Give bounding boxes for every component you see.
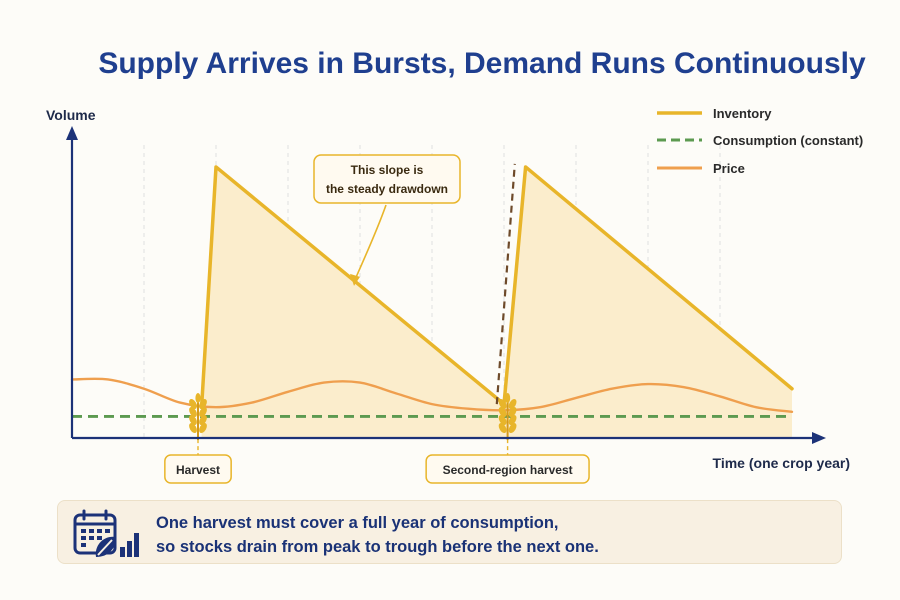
annotation-callout: This slope is the steady drawdown: [313, 154, 461, 286]
y-axis-arrow: [66, 126, 78, 140]
harvest-label: Second-region harvest: [443, 463, 573, 477]
footer-line-2: so stocks drain from peak to trough befo…: [156, 538, 599, 556]
legend: Inventory Consumption (constant) Price: [657, 106, 863, 176]
footer-note: One harvest must cover a full year of co…: [57, 500, 842, 564]
legend-label-inventory: Inventory: [713, 106, 772, 121]
axes: [66, 126, 826, 444]
callout-box: [313, 154, 461, 204]
harvest-label-box: [425, 454, 590, 484]
footer-line-1: One harvest must cover a full year of co…: [156, 514, 559, 532]
callout-line-1: This slope is: [351, 163, 424, 177]
y-axis-label: Volume: [46, 107, 96, 123]
legend-label-consumption: Consumption (constant): [713, 133, 863, 148]
callout-arrowhead: [350, 273, 360, 286]
harvest-events: Harvest Second-region harvest: [164, 393, 590, 484]
wheat-icon: [498, 393, 517, 440]
legend-label-price: Price: [713, 161, 745, 176]
second-peak-dashed-line: [495, 163, 516, 405]
inventory-area: [201, 166, 793, 438]
callout-arrow: [353, 204, 387, 283]
wheat-icon: [189, 393, 207, 440]
footer-text: One harvest must cover a full year of co…: [156, 511, 599, 559]
harvest-label: Harvest: [176, 463, 220, 477]
harvest-label-box: [164, 454, 232, 484]
callout-line-2: the steady drawdown: [326, 182, 448, 196]
chart-title: Supply Arrives in Bursts, Demand Runs Co…: [98, 47, 866, 80]
calendar-chart-icon: [73, 509, 139, 557]
x-axis-label: Time (one crop year): [713, 455, 850, 471]
x-axis-arrow: [812, 432, 826, 444]
inventory-fill: [201, 166, 793, 438]
